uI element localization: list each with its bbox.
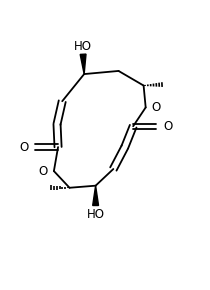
Text: HO: HO [87, 208, 105, 221]
Polygon shape [80, 54, 86, 74]
Text: O: O [151, 101, 160, 114]
Text: O: O [19, 141, 28, 154]
Text: HO: HO [74, 40, 92, 53]
Text: O: O [163, 120, 172, 133]
Text: O: O [39, 165, 48, 177]
Polygon shape [93, 186, 98, 206]
